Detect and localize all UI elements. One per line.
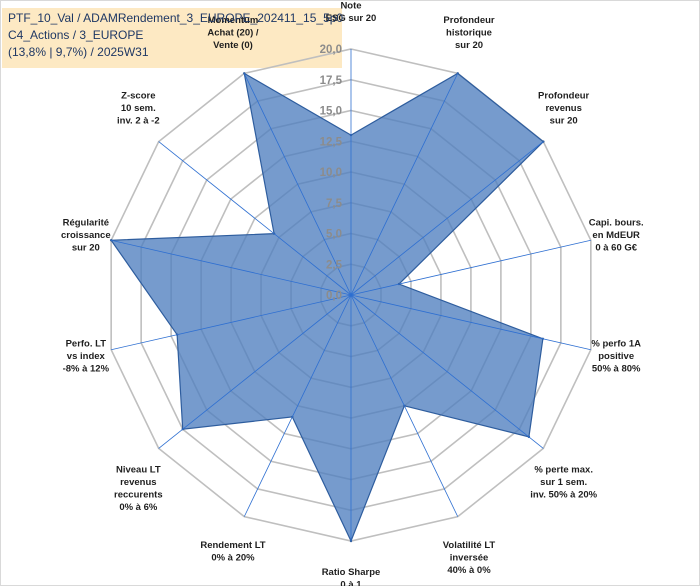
axis-spoke — [350, 239, 591, 296]
axis-label: Régularité croissance sur 20 — [61, 217, 111, 253]
axis-spoke — [350, 141, 544, 296]
tick-label: 5,0 — [326, 229, 342, 241]
tick-label: 17,5 — [320, 75, 343, 87]
axis-label: Z-score 10 sem. inv. 2 à -2 — [117, 90, 160, 126]
tick-label: 7,5 — [326, 198, 343, 210]
axis-label: % perte max. sur 1 sem. inv. 50% à 20% — [530, 465, 597, 501]
axis-spoke — [158, 294, 352, 449]
axis-label: Profondeur revenus sur 20 — [538, 90, 589, 126]
axis-label: Note ESG sur 20 — [326, 1, 377, 25]
axis-spoke — [158, 141, 352, 296]
axis-label: Rendement LT 0% à 20% — [200, 540, 265, 564]
axis-spoke — [350, 294, 591, 351]
radar-tick-labels: 0,0 2,5 5,0 7,5 10,0 12,5 15,0 17,5 20,0 — [320, 44, 343, 302]
chart-header-box — [2, 8, 342, 68]
axis-label: % perfo 1A positive 50% à 80% — [591, 339, 641, 375]
axis-label: Niveau LT revenus reccurents 0% à 6% — [114, 465, 163, 514]
tick-label: 20,0 — [320, 44, 342, 56]
radar-axes — [111, 49, 591, 541]
axis-spoke — [111, 239, 352, 296]
tick-label: 0,0 — [326, 290, 342, 302]
header-line-3: (13,8% | 9,7%) / 2025W31 — [8, 45, 149, 59]
axis-label: Capi. bours. en MdEUR 0 à 60 G€ — [589, 217, 644, 253]
axis-label: Profondeur historique sur 20 — [443, 15, 494, 51]
axis-label: Momentum Achat (20) / Vente (0) — [207, 15, 259, 51]
axis-label: Volatilité LT inversée 40% à 0% — [443, 540, 496, 576]
axis-spoke — [350, 73, 459, 296]
tick-label: 15,0 — [320, 106, 342, 118]
axis-spoke — [350, 294, 544, 449]
header-line-1: PTF_10_Val / ADAMRendement_3_EUROPE_2024… — [8, 11, 344, 25]
header-line-2: C4_Actions / 3_EUROPE — [8, 28, 144, 42]
axis-spoke — [350, 294, 459, 517]
chart-header: PTF_10_Val / ADAMRendement_3_EUROPE_2024… — [8, 10, 343, 61]
axis-spoke — [111, 294, 352, 351]
tick-label: 10,0 — [320, 167, 342, 179]
axis-spoke — [243, 294, 352, 517]
axis-spoke — [243, 73, 352, 296]
tick-label: 2,5 — [326, 259, 343, 271]
radar-axis-labels: Note ESG sur 20 Profondeur historique sur 20… — [61, 1, 644, 586]
axis-label: Ratio Sharpe 0 à 1 — [322, 567, 381, 586]
axis-label: Perfo. LT vs index -8% à 12% — [63, 339, 110, 375]
tick-label: 12,5 — [320, 136, 343, 148]
